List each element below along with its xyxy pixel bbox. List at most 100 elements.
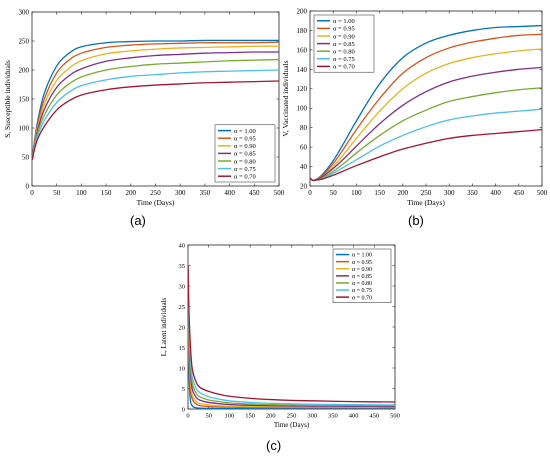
x-tick-label: 100: [76, 189, 87, 197]
x-tick-label: 450: [369, 413, 379, 420]
y-tick-label: 50: [22, 153, 30, 161]
chart-1: 0 50 100 150 200 250 300 350 400 450 500 0 50 100 150 2…: [3, 8, 285, 207]
x-tick-label: 200: [266, 413, 276, 420]
x-tick-label: 300: [307, 413, 317, 420]
legend-entry: α = 0.85: [352, 274, 372, 280]
x-tick-label: 250: [287, 413, 297, 420]
legend-entry: α = 0.90: [234, 143, 256, 150]
x-tick-label: 150: [101, 189, 112, 197]
x-axis-label: Time (Days): [137, 198, 175, 207]
x-tick-label: 250: [150, 189, 161, 197]
x-tick-label: 200: [126, 189, 137, 197]
x-tick-label: 350: [328, 413, 338, 420]
x-tick-label: 500: [390, 413, 400, 420]
x-tick-label: 150: [374, 189, 385, 197]
legend-entry: α = 0.70: [352, 295, 372, 301]
x-tick-label: 0: [186, 413, 189, 420]
x-tick-label: 0: [308, 189, 312, 197]
legend-entry: α = 0.75: [333, 56, 355, 63]
x-tick-label: 250: [421, 189, 432, 197]
legend-entry: α = 0.70: [234, 173, 256, 180]
legend-entry: α = 0.75: [352, 288, 372, 294]
legend: α = 1.00α = 0.95α = 0.90α = 0.85α = 0.80…: [214, 124, 276, 183]
y-axis-label: L, Latent individuals: [160, 297, 168, 356]
y-tick-label: 200: [297, 7, 308, 15]
panel-label-a: (a): [130, 213, 146, 228]
x-tick-label: 0: [30, 189, 34, 197]
y-tick-label: 140: [297, 66, 308, 74]
x-tick-label: 100: [351, 189, 362, 197]
y-tick-label: 0: [182, 406, 185, 413]
series-line-3: [188, 265, 395, 408]
y-axis-label: S, Susceptible individuals: [3, 60, 12, 138]
x-tick-label: 500: [537, 189, 548, 197]
y-tick-label: 150: [19, 95, 30, 103]
series-line-6: [188, 265, 395, 406]
y-tick-label: 80: [300, 124, 308, 132]
legend: α = 1.00α = 0.95α = 0.90α = 0.85α = 0.80…: [313, 14, 375, 73]
y-axis-label: V, Vaccinated individuals: [281, 60, 290, 136]
y-tick-label: 300: [19, 8, 30, 16]
series-line-5: [32, 58, 279, 161]
x-tick-label: 500: [274, 189, 285, 197]
x-tick-label: 300: [175, 189, 186, 197]
series-line-2: [188, 265, 395, 409]
y-tick-label: 200: [19, 66, 30, 74]
legend-entry: α = 0.95: [352, 260, 372, 266]
legend: α = 1.00α = 0.95α = 0.90α = 0.85α = 0.80…: [332, 248, 392, 303]
y-tick-label: 180: [297, 27, 308, 35]
series-line-1: [32, 39, 279, 160]
series-line-3: [32, 45, 279, 161]
legend-entry: α = 0.70: [333, 64, 355, 71]
legend-entry: α = 0.85: [234, 151, 256, 158]
legend-entry: α = 1.00: [333, 18, 355, 25]
x-tick-label: 450: [514, 189, 525, 197]
y-tick-label: 5: [182, 386, 185, 393]
legend-entry: α = 0.90: [333, 33, 355, 40]
y-tick-label: 0: [26, 182, 30, 190]
legend-entry: α = 0.85: [333, 41, 355, 48]
series-line-2: [32, 41, 279, 160]
series-group: [32, 39, 279, 161]
x-tick-label: 150: [245, 413, 255, 420]
y-tick-label: 120: [297, 85, 308, 93]
x-tick-label: 100: [225, 413, 235, 420]
legend-entry: α = 0.90: [352, 267, 372, 273]
x-axis-label: Time (Days): [274, 421, 310, 429]
chart-3: 0 50 100 150 200 250 300 350 400 450 500 0 5 10 15 20 25…: [160, 242, 400, 429]
legend-entry: α = 1.00: [234, 128, 256, 135]
y-tick-label: 35: [179, 263, 186, 270]
legend-entry: α = 1.00: [352, 253, 372, 259]
y-tick-label: 20: [300, 182, 308, 190]
legend-entry: α = 0.80: [333, 48, 355, 55]
y-tick-label: 40: [179, 242, 186, 249]
series-line-4: [32, 51, 279, 161]
series-line-7: [310, 128, 542, 182]
legend-entry: α = 0.80: [352, 281, 372, 287]
series-line-7: [32, 80, 279, 161]
x-axis-label: Time (Days): [407, 198, 445, 207]
x-tick-label: 50: [205, 413, 212, 420]
legend-entry: α = 0.80: [234, 158, 256, 165]
series-group: [188, 265, 395, 409]
y-tick-label: 25: [179, 304, 186, 311]
x-tick-label: 450: [249, 189, 260, 197]
legend-entry: α = 0.95: [333, 26, 355, 33]
series-line-1: [188, 265, 395, 409]
x-tick-label: 50: [53, 189, 61, 197]
y-tick-label: 160: [297, 46, 308, 54]
y-tick-label: 10: [179, 365, 186, 372]
y-tick-label: 250: [19, 37, 30, 45]
x-tick-label: 400: [224, 189, 235, 197]
series-group: [310, 24, 542, 182]
x-tick-label: 400: [490, 189, 501, 197]
legend-entry: α = 0.75: [234, 166, 256, 173]
x-tick-label: 50: [330, 189, 338, 197]
panel-label-c: (c): [266, 438, 282, 453]
x-tick-label: 350: [200, 189, 211, 197]
y-tick-label: 40: [300, 163, 308, 171]
series-line-7: [188, 265, 395, 403]
x-tick-label: 400: [349, 413, 359, 420]
y-tick-label: 100: [19, 124, 30, 132]
